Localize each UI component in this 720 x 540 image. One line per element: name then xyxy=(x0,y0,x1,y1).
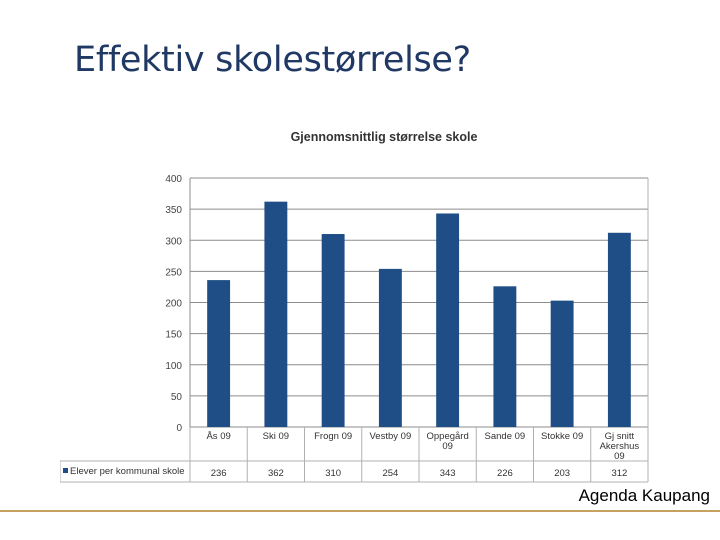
y-tick-label: 0 xyxy=(176,423,182,434)
legend-swatch xyxy=(63,468,68,473)
bar xyxy=(607,232,631,427)
bar xyxy=(378,268,402,427)
bar xyxy=(321,234,345,427)
y-tick-label: 350 xyxy=(165,205,182,216)
data-value-label: 310 xyxy=(325,468,341,479)
bar-chart: Gjennomsnittlig størrelse skole 0 50 100 150… xyxy=(59,120,660,490)
legend-label: Elever per kommunal skole xyxy=(70,466,185,477)
y-tick-label: 400 xyxy=(165,174,182,185)
x-tick-label: Frogn 09 xyxy=(314,431,352,442)
x-tick-label: Vestby 09 xyxy=(370,431,412,442)
bar xyxy=(493,286,517,427)
y-tick-label: 150 xyxy=(165,330,182,341)
chart-svg: Gjennomsnittlig størrelse skole 0 50 100 150… xyxy=(59,130,649,483)
y-tick-label: 50 xyxy=(171,392,183,403)
chart-title: Gjennomsnittlig størrelse skole xyxy=(291,130,478,144)
y-tick-label: 200 xyxy=(165,299,182,310)
bar xyxy=(264,201,288,427)
x-tick-label: Stokke 09 xyxy=(541,431,583,442)
slide-title: Effektiv skolestørrelse? xyxy=(74,40,471,80)
data-value-label: 236 xyxy=(211,468,227,479)
y-tick-label: 300 xyxy=(165,236,182,247)
bar xyxy=(207,280,231,427)
data-value-label: 203 xyxy=(554,468,570,479)
bar xyxy=(550,300,574,427)
footer-line xyxy=(0,510,720,512)
x-tick-label: Oppegård 09 xyxy=(426,431,468,452)
data-value-label: 254 xyxy=(382,468,398,479)
data-value-label: 362 xyxy=(268,468,284,479)
data-value-label: 343 xyxy=(440,468,456,479)
data-value-label: 226 xyxy=(497,468,513,479)
data-value-label: 312 xyxy=(611,468,627,479)
bar xyxy=(436,213,460,427)
x-tick-label: Ski 09 xyxy=(263,431,289,442)
footer-text: Agenda Kaupang xyxy=(578,486,710,505)
x-tick-label: Ås 09 xyxy=(206,431,230,442)
x-tick-label: Sande 09 xyxy=(485,431,526,442)
y-tick-label: 250 xyxy=(165,267,182,278)
y-tick-label: 100 xyxy=(165,361,182,372)
x-tick-label: Gj snitt Akershus 09 xyxy=(600,431,640,462)
